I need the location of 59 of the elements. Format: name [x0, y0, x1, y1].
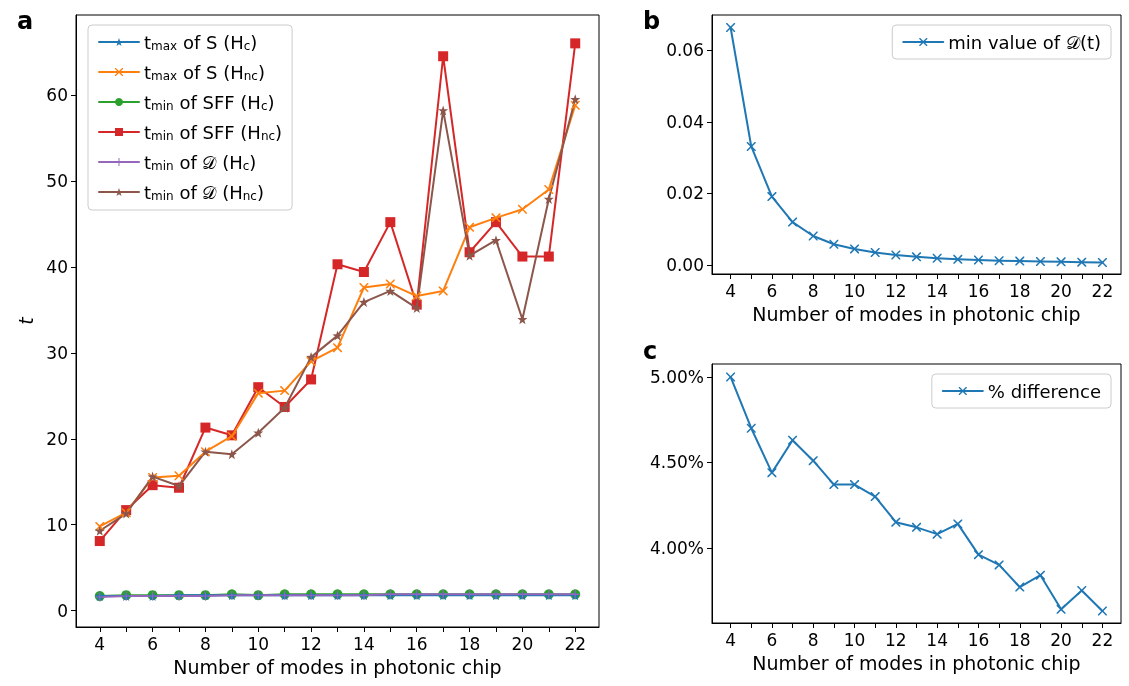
x-tick-label: 16 — [967, 280, 990, 301]
x-tick-label: 12 — [300, 633, 322, 654]
legend-label: tmin of SFF (Hnc) — [144, 121, 283, 143]
legend-label: tmin of 𝒟 (Hnc) — [144, 181, 264, 203]
chart-title: c — [643, 337, 658, 365]
x-tick-label: 20 — [1050, 280, 1072, 301]
legend-label: tmin of SFF (Hc) — [144, 91, 275, 113]
x-tick-label: 8 — [807, 629, 819, 650]
x-tick-label: 6 — [766, 629, 778, 650]
x-tick-label: 10 — [247, 633, 270, 654]
y-tick-label: 50 — [46, 170, 68, 191]
y-tick-label: 30 — [46, 342, 68, 363]
x-axis-title: Number of modes in photonic chip — [752, 651, 1081, 674]
y-tick-label: 60 — [46, 84, 68, 105]
x-tick-label: 4 — [725, 280, 736, 301]
x-tick-label: 22 — [564, 633, 587, 654]
y-tick-label: 4.00% — [649, 537, 704, 558]
legend-label: min value of 𝒟(t) — [948, 31, 1102, 53]
legend-label: tmin of 𝒟 (Hc) — [144, 151, 257, 173]
legend-label: tmax of S (Hnc) — [144, 61, 265, 83]
x-axis-title: Number of modes in photonic chip — [752, 302, 1081, 325]
y-tick-label: 4.50% — [649, 452, 704, 473]
x-tick-label: 20 — [1050, 629, 1072, 650]
x-axis-title: Number of modes in photonic chip — [173, 655, 502, 678]
x-tick-label: 4 — [725, 629, 736, 650]
x-tick-label: 22 — [1091, 280, 1114, 301]
y-tick-label: 0.02 — [666, 183, 704, 204]
x-tick-label: 8 — [807, 280, 819, 301]
y-tick-label: 40 — [46, 256, 68, 277]
x-tick-label: 12 — [885, 280, 907, 301]
x-tick-label: 10 — [843, 629, 866, 650]
x-tick-label: 16 — [967, 629, 990, 650]
x-tick-label: 4 — [94, 633, 106, 654]
x-tick-label: 18 — [1008, 629, 1031, 650]
y-tick-label: 0.00 — [666, 255, 704, 276]
x-tick-label: 14 — [926, 280, 948, 301]
x-tick-label: 6 — [147, 633, 159, 654]
x-tick-label: 14 — [353, 633, 375, 654]
y-axis-title: t — [14, 315, 37, 325]
legend-label: tmax of S (Hc) — [144, 31, 258, 53]
y-tick-label: 0 — [57, 600, 68, 621]
y-tick-label: 0.04 — [666, 111, 704, 132]
x-tick-label: 18 — [1008, 280, 1031, 301]
chart-title: b — [643, 7, 661, 35]
x-tick-label: 16 — [405, 633, 428, 654]
chart-title: a — [17, 7, 34, 35]
y-tick-label: 10 — [46, 514, 68, 535]
y-tick-label: 20 — [46, 428, 68, 449]
x-tick-label: 6 — [766, 280, 778, 301]
x-tick-label: 18 — [458, 633, 481, 654]
x-tick-label: 20 — [511, 633, 534, 654]
x-tick-label: 22 — [1091, 629, 1114, 650]
x-tick-label: 10 — [843, 280, 866, 301]
legend-label: % difference — [987, 380, 1101, 402]
y-tick-label: 0.06 — [666, 40, 704, 61]
x-tick-label: 14 — [926, 629, 948, 650]
x-tick-label: 12 — [885, 629, 907, 650]
y-tick-label: 5.00% — [649, 366, 704, 387]
x-tick-label: 8 — [200, 633, 211, 654]
